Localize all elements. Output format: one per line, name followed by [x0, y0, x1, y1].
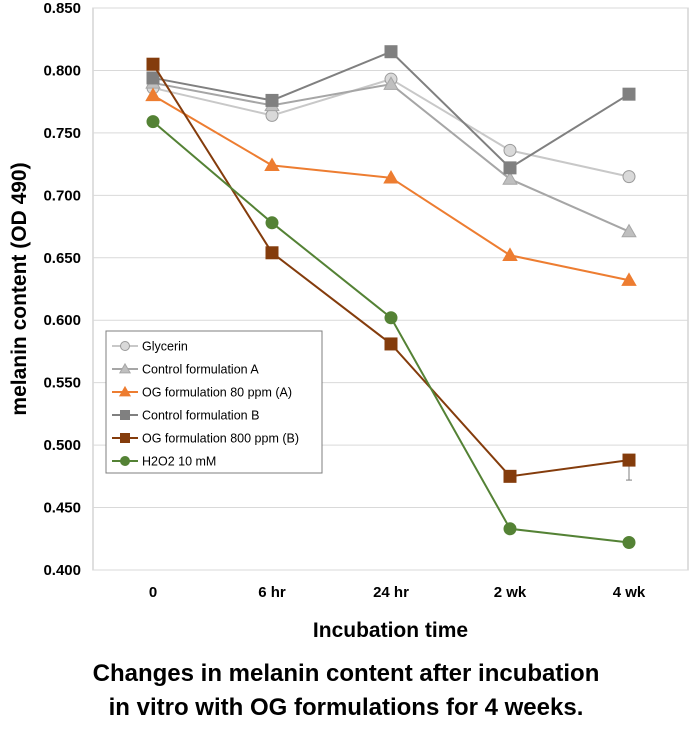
y-tick-label: 0.400	[43, 562, 81, 579]
legend-label: OG formulation 800 ppm (B)	[142, 432, 299, 446]
data-point	[145, 87, 161, 102]
legend-item: OG formulation 80 ppm (A)	[112, 386, 292, 400]
data-point	[503, 143, 517, 157]
y-tick-label: 0.650	[43, 250, 81, 267]
data-point	[621, 223, 637, 238]
x-tick-label: 4 wk	[613, 584, 646, 601]
legend-swatch-marker	[120, 433, 130, 443]
axes: 0.400 0.450 0.500 0.550 0.600 0.650 0.700 0.750…	[43, 0, 645, 601]
data-point	[146, 115, 160, 129]
data-point	[383, 76, 399, 90]
data-point	[264, 157, 280, 172]
series-layer	[145, 45, 637, 550]
y-tick-label: 0.450	[43, 500, 81, 517]
data-point	[622, 536, 636, 550]
legend-label: Control formulation A	[142, 363, 259, 377]
data-point	[503, 522, 517, 536]
y-tick-label: 0.550	[43, 375, 81, 392]
legend-label: Control formulation B	[142, 409, 259, 423]
legend-item: Control formulation A	[112, 363, 259, 377]
data-point	[265, 108, 279, 122]
legend: Glycerin Control formulation A OG formulat…	[105, 330, 323, 474]
caption-line-2: in vitro with OG formulations for 4 week…	[108, 694, 584, 721]
legend-swatch-marker	[118, 362, 132, 374]
series	[145, 87, 637, 286]
legend-label: OG formulation 80 ppm (A)	[142, 386, 292, 400]
data-point	[384, 45, 398, 59]
y-tick-label: 0.850	[43, 0, 81, 17]
data-point	[146, 57, 160, 71]
caption-line-1: Changes in melanin content after incubat…	[92, 660, 600, 687]
legend-item: Glycerin	[112, 340, 188, 354]
data-point	[503, 161, 517, 175]
legend-label: H2O2 10 mM	[142, 455, 216, 469]
series	[146, 115, 636, 550]
x-tick-label: 6 hr	[258, 584, 286, 601]
data-point	[384, 311, 398, 325]
data-point	[622, 170, 636, 184]
data-point	[622, 87, 636, 101]
data-point	[265, 93, 279, 107]
y-axis-label: melanin content (OD 490)	[8, 162, 31, 415]
y-tick-label: 0.500	[43, 437, 81, 454]
x-tick-label: 2 wk	[494, 584, 527, 601]
legend-swatch-marker	[120, 341, 130, 351]
plot-area	[92, 7, 689, 571]
legend-item: OG formulation 800 ppm (B)	[112, 432, 299, 446]
data-point	[383, 169, 399, 184]
data-point	[146, 71, 160, 85]
legend-swatch-marker	[118, 385, 132, 397]
legend-swatch-marker	[120, 410, 130, 420]
x-axis-label: Incubation time	[313, 619, 468, 642]
data-point	[265, 246, 279, 260]
y-tick-label: 0.700	[43, 187, 81, 204]
data-point	[502, 247, 518, 261]
data-point	[622, 453, 636, 467]
legend-item: H2O2 10 mM	[112, 455, 216, 469]
legend-item: Control formulation B	[112, 409, 259, 423]
data-point	[384, 337, 398, 351]
data-point	[621, 272, 637, 286]
series	[146, 45, 636, 175]
chart: 0.400 0.450 0.500 0.550 0.600 0.650 0.700 0.750…	[8, 0, 689, 642]
data-point	[502, 171, 518, 185]
legend-box	[105, 330, 323, 474]
legend-label: Glycerin	[142, 340, 188, 354]
series	[145, 75, 637, 238]
y-tick-label: 0.800	[43, 62, 81, 79]
legend-swatch-marker	[120, 456, 130, 466]
data-point	[265, 216, 279, 230]
x-tick-label: 0	[149, 584, 157, 601]
data-point	[503, 469, 517, 483]
y-tick-label: 0.750	[43, 125, 81, 142]
y-tick-label: 0.600	[43, 312, 81, 329]
x-tick-label: 24 hr	[373, 584, 409, 601]
